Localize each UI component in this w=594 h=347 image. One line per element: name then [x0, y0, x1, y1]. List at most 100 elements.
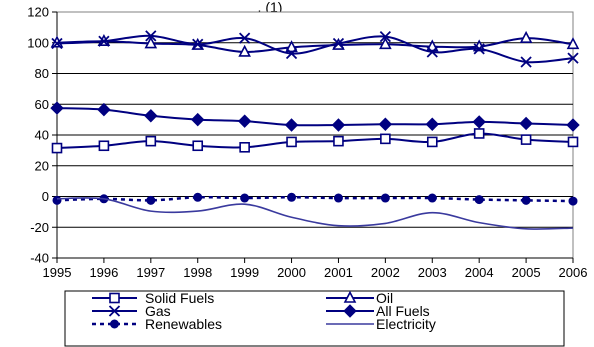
legend: Solid Fuels Oil Gas All Fuels Renewables Elec…	[64, 290, 565, 347]
data-point-all-fuels	[144, 109, 158, 123]
data-point-renewables	[287, 192, 297, 202]
gridlines	[57, 42, 573, 228]
y-tick-label: 80	[35, 66, 49, 81]
data-point-oil	[144, 36, 158, 49]
data-point-gas	[473, 43, 485, 55]
data-point-renewables	[193, 192, 203, 202]
data-point-renewables	[380, 193, 390, 203]
data-point-gas	[238, 32, 251, 44]
data-point-gas	[520, 56, 532, 68]
x-tick-label: 1997	[136, 265, 165, 280]
data-point-oil	[379, 37, 392, 50]
series-line-gas	[56, 34, 574, 64]
data-point-gas	[51, 37, 63, 50]
legend-entry-renewables: Renewables	[92, 316, 222, 332]
y-tick-label: 120	[27, 5, 49, 20]
y-tick-label: 20	[35, 158, 49, 173]
data-point-all-fuels	[566, 118, 580, 132]
data-point-gas	[426, 46, 438, 58]
data-point-solid-fuels	[426, 136, 438, 148]
data-point-solid-fuels	[98, 140, 110, 152]
x-tick-label: 1999	[230, 265, 259, 280]
data-point-solid-fuels	[520, 134, 532, 145]
x-tick-label: 1998	[183, 265, 212, 280]
data-point-solid-fuels	[239, 142, 250, 153]
data-point-solid-fuels	[567, 136, 579, 148]
data-point-all-fuels	[284, 118, 299, 132]
y-tick-label: 0	[42, 189, 49, 204]
data-point-renewables	[474, 195, 484, 205]
data-point-solid-fuels	[145, 135, 157, 147]
y-tick-label: 100	[27, 35, 49, 50]
legend-entry-electricity: Electricity	[326, 316, 436, 332]
legend-label: Electricity	[376, 316, 436, 332]
data-point-oil	[566, 37, 580, 50]
data-point-solid-fuels	[380, 133, 391, 145]
data-point-all-fuels	[378, 117, 393, 131]
data-point-gas	[98, 35, 110, 47]
series-layer	[50, 30, 580, 230]
series-line-electricity	[56, 197, 574, 230]
data-point-solid-fuels	[473, 128, 485, 139]
legend-box	[64, 290, 565, 347]
data-point-all-fuels	[191, 112, 205, 127]
y-tick-label: 60	[35, 97, 49, 112]
x-tick-label: 1995	[43, 265, 72, 280]
chart-title-layer: , (1)	[258, 0, 283, 15]
legend-entry-oil: Oil	[326, 290, 393, 306]
x-tick-label: 2001	[324, 265, 353, 280]
legend-swatch-marker	[109, 292, 120, 304]
legend-label: Solid Fuels	[145, 290, 214, 306]
y-tick-label: -40	[30, 251, 49, 266]
legend-label: All Fuels	[376, 303, 430, 319]
chart-title-fragment: , (1)	[258, 0, 283, 15]
data-point-all-fuels	[519, 116, 533, 131]
data-point-gas	[379, 30, 392, 43]
data-point-renewables	[427, 193, 437, 203]
series-electricity	[56, 197, 574, 230]
data-point-renewables	[568, 196, 578, 206]
data-point-all-fuels	[237, 114, 252, 128]
data-point-all-fuels	[425, 117, 439, 131]
data-point-all-fuels	[50, 101, 64, 115]
legend-label: Oil	[376, 290, 393, 306]
data-point-gas	[145, 30, 157, 42]
data-point-oil	[285, 40, 298, 53]
data-point-gas	[332, 37, 345, 50]
legend-entry-all-fuels: All Fuels	[326, 303, 430, 319]
legend-swatch-marker	[343, 304, 357, 318]
y-tick-label: 40	[35, 128, 49, 143]
legend-swatch-marker	[108, 305, 121, 317]
legend-entry-gas: Gas	[92, 303, 171, 319]
x-tick-label: 2005	[512, 265, 541, 280]
data-point-gas	[192, 38, 204, 50]
data-point-solid-fuels	[192, 140, 204, 152]
data-point-all-fuels	[331, 118, 346, 132]
x-tick-label: 2004	[465, 265, 494, 280]
data-point-solid-fuels	[286, 136, 297, 148]
x-tick-label: 2006	[559, 265, 588, 280]
data-point-oil	[519, 30, 533, 43]
data-point-solid-fuels	[51, 142, 63, 154]
data-point-oil	[238, 44, 251, 57]
data-point-gas	[285, 47, 298, 60]
x-tick-label: 1996	[89, 265, 118, 280]
data-point-renewables	[333, 193, 343, 203]
data-point-solid-fuels	[333, 135, 344, 147]
data-point-all-fuels	[97, 102, 111, 117]
legend-label: Renewables	[145, 316, 222, 332]
y-tick-label: -20	[30, 220, 49, 235]
legend-entry-solid-fuels: Solid Fuels	[92, 290, 214, 306]
data-point-gas	[567, 52, 579, 64]
x-tick-label: 2003	[418, 265, 447, 280]
data-point-renewables	[240, 193, 250, 203]
legend-label: Gas	[145, 303, 171, 319]
series-solid-fuels	[51, 128, 579, 154]
x-tick-label: 2000	[277, 265, 306, 280]
legend-swatch-marker	[110, 319, 119, 329]
axes: -40 -20 0 20 40 60 80 100 120 1995 1996 1997 1998 199…	[27, 5, 587, 281]
data-point-renewables	[52, 195, 62, 205]
series-gas	[51, 30, 579, 68]
legend-swatch-marker	[343, 290, 357, 303]
